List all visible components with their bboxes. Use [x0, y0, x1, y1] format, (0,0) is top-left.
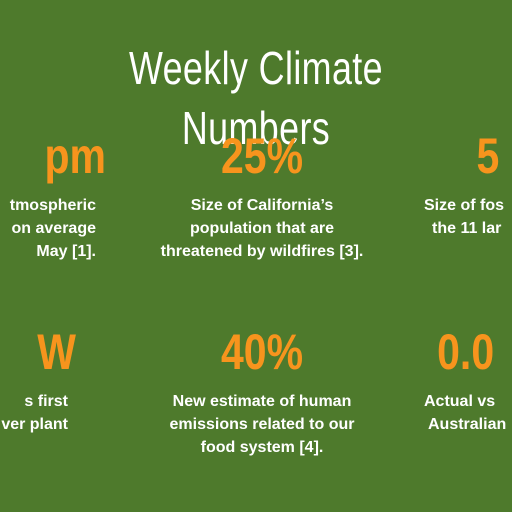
stat-card-co2: pm tmospheric on average May [1].	[0, 126, 106, 263]
stat-description: Size of California’s population that are…	[117, 194, 407, 263]
stat-card-california: 25% Size of California’s population that…	[117, 126, 407, 263]
stat-description-line: emissions related to our	[169, 416, 355, 433]
stat-value: 0.0	[437, 324, 495, 380]
stat-description-line: s first	[24, 393, 68, 410]
stat-description-line: tmospheric	[9, 197, 96, 214]
stat-description: Actual vs Australian	[424, 390, 512, 436]
stat-description-line: food system [4].	[200, 439, 324, 456]
stat-description-line: the 11 lar	[432, 220, 502, 237]
stat-description-line: May [1].	[36, 243, 96, 260]
stat-description: s first ver plant	[0, 390, 76, 436]
stat-description-line: New estimate of human	[172, 393, 352, 410]
stat-description: tmospheric on average May [1].	[0, 194, 106, 263]
stat-value: pm	[44, 128, 107, 184]
stat-value: W	[37, 324, 76, 380]
stat-card-power: W s first ver plant	[0, 322, 76, 436]
stat-card-australia: 0.0 Actual vs Australian	[424, 322, 512, 436]
stat-value: 40%	[220, 324, 304, 380]
stat-description-line: Size of fos	[424, 197, 505, 214]
stat-card-food: 40% New estimate of human emissions rela…	[117, 322, 407, 459]
stat-card-fossil: 5 Size of fos the 11 lar	[424, 126, 512, 240]
stat-description: Size of fos the 11 lar	[424, 194, 512, 240]
stat-description-line: on average	[11, 220, 96, 237]
stat-description-line: Australian	[428, 416, 507, 433]
page-title: Weekly Climate Numbers	[128, 42, 384, 154]
stat-description-line: ver plant	[1, 416, 68, 433]
stat-value: 25%	[220, 128, 304, 184]
stat-description: New estimate of human emissions related …	[117, 390, 407, 459]
stat-description-line: threatened by wildfires [3].	[160, 243, 364, 260]
stat-value: 5	[476, 128, 500, 184]
stat-description-line: Size of California’s	[190, 197, 334, 214]
stat-description-line: Actual vs	[424, 393, 496, 410]
stat-description-line: population that are	[190, 220, 334, 237]
